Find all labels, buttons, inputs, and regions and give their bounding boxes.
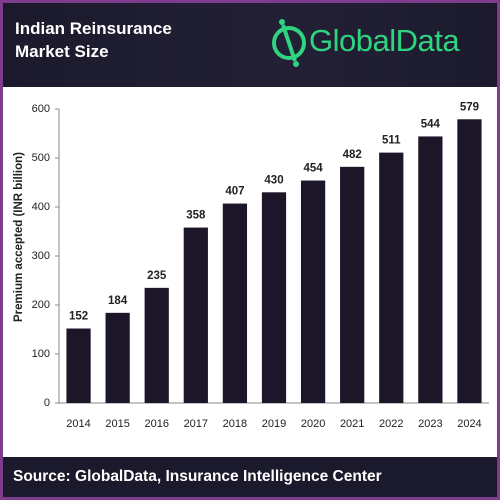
bar	[66, 328, 91, 403]
y-tick-label: 400	[32, 201, 50, 213]
chart-title: Indian Reinsurance Market Size	[15, 19, 172, 61]
x-tick-label: 2024	[457, 418, 481, 430]
y-tick-label: 100	[32, 348, 50, 360]
x-tick-label: 2017	[184, 418, 208, 430]
bar	[340, 166, 365, 403]
x-tick-label: 2014	[66, 418, 90, 430]
x-tick-label: 2015	[105, 418, 129, 430]
x-tick-label: 2022	[379, 418, 403, 430]
footer: Source: GlobalData, Insurance Intelligen…	[3, 457, 497, 497]
bar	[379, 152, 404, 403]
data-label: 430	[264, 174, 283, 186]
x-tick-label: 2016	[144, 418, 168, 430]
data-label: 544	[421, 118, 441, 130]
y-tick-label: 500	[32, 152, 50, 164]
chart: Premium accepted (INR billion) 0 100 200 30…	[13, 101, 489, 430]
data-label: 579	[460, 101, 479, 113]
data-label: 235	[147, 270, 167, 282]
data-label: 407	[225, 186, 244, 198]
x-tick-label: 2021	[340, 418, 364, 430]
bar	[300, 180, 326, 403]
y-tick-label: 0	[44, 397, 50, 409]
y-tick-label: 600	[32, 103, 50, 115]
y-tick-label: 300	[32, 250, 50, 262]
y-axis-label: Premium accepted (INR billion)	[13, 152, 25, 322]
logo: GlobalData	[309, 23, 460, 58]
data-label: 482	[343, 149, 362, 161]
bar	[183, 227, 208, 403]
y-tick-label: 200	[32, 299, 50, 311]
data-label: 358	[186, 210, 206, 222]
bar	[457, 119, 482, 403]
bar	[222, 203, 248, 403]
bar	[144, 287, 169, 403]
logo-icon	[272, 19, 306, 67]
x-tick-label: 2023	[418, 418, 442, 430]
header: Indian Reinsurance Market Size GlobalDat…	[3, 3, 497, 87]
x-tick-label: 2018	[223, 418, 247, 430]
x-tick-label: 2020	[301, 418, 325, 430]
x-tick-label: 2019	[262, 418, 286, 430]
data-label: 152	[69, 311, 88, 323]
bar	[261, 192, 287, 403]
bar	[418, 136, 443, 403]
bar	[105, 312, 130, 403]
data-label: 511	[382, 135, 401, 147]
data-label: 454	[303, 163, 323, 175]
data-label: 184	[108, 295, 128, 307]
